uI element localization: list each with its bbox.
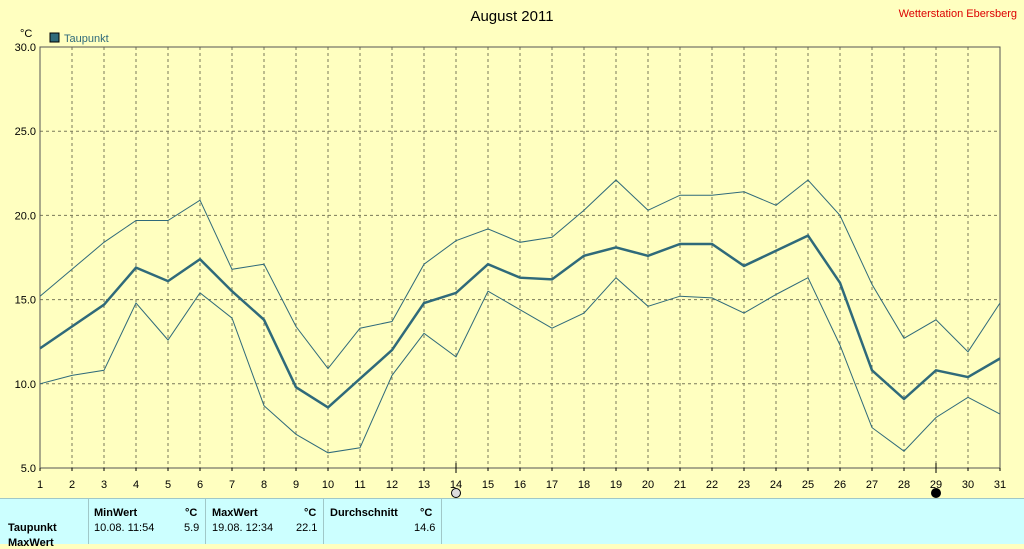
max-unit: °C	[304, 507, 317, 519]
stats-divider	[205, 499, 206, 544]
y-tick-label: 5.0	[21, 463, 36, 475]
max-time: 19.08. 12:34	[212, 522, 274, 534]
max-value: 22.1	[296, 522, 318, 534]
x-tick-label: 5	[165, 479, 171, 491]
x-tick-label: 13	[418, 479, 430, 491]
x-tick-label: 2	[69, 479, 75, 491]
series-line-min	[39, 276, 1001, 454]
x-tick-label: 27	[866, 479, 878, 491]
x-tick-label: 19	[610, 479, 622, 491]
x-tick-label: 20	[642, 479, 654, 491]
new-moon-icon	[931, 488, 941, 498]
chart: August 2011 Wetterstation Ebersberg °C T…	[15, 8, 1017, 498]
x-tick-label: 8	[261, 479, 267, 491]
x-tick-label: 3	[101, 479, 107, 491]
x-tick-label: 1	[37, 479, 43, 491]
min-header: MinWert	[94, 507, 138, 519]
avg-header: Durchschnitt	[330, 507, 398, 519]
x-tick-label: 10	[322, 479, 334, 491]
x-tick-label: 15	[482, 479, 494, 491]
stats-divider	[441, 499, 442, 544]
min-value: 5.9	[184, 522, 200, 534]
stats-row-label: Taupunkt	[8, 522, 57, 534]
legend: Taupunkt	[49, 32, 109, 45]
y-tick-label: 20.0	[15, 210, 36, 222]
avg-value: 14.6	[414, 522, 436, 534]
min-time: 10.08. 11:54	[94, 522, 155, 534]
x-tick-label: 12	[386, 479, 398, 491]
avg-unit: °C	[420, 507, 433, 519]
x-tick-label: 18	[578, 479, 590, 491]
x-tick-label: 17	[546, 479, 558, 491]
series-line-max	[39, 179, 1001, 370]
x-tick-label: 16	[514, 479, 526, 491]
x-tick-label: 11	[354, 479, 365, 491]
x-tick-label: 24	[770, 479, 782, 491]
chart-title: August 2011	[470, 8, 553, 25]
stats-panel: MinWert °C MaxWert °C Durchschnitt °C Ta…	[0, 498, 1024, 549]
x-tick-label: 14	[450, 479, 462, 491]
x-tick-label: 28	[898, 479, 910, 491]
plot-area: 5.010.015.020.025.030.01 2 3 4 5 6 7 8 9 10 11 12 13…	[15, 42, 1006, 498]
station-name: Wetterstation Ebersberg	[899, 8, 1017, 20]
stats-divider	[88, 499, 89, 544]
x-tick-label: 7	[229, 479, 235, 491]
series-line-mean	[39, 234, 1001, 409]
x-tick-label: 25	[802, 479, 814, 491]
x-tick-label: 6	[197, 479, 203, 491]
x-tick-label: 23	[738, 479, 750, 491]
x-tick-label: 30	[962, 479, 974, 491]
stats-row2-label: MaxWert	[8, 537, 54, 549]
y-tick-label: 25.0	[15, 126, 36, 138]
x-tick-label: 26	[834, 479, 846, 491]
y-axis-unit: °C	[20, 28, 32, 40]
x-tick-label: 29	[930, 479, 942, 491]
x-tick-label: 4	[133, 479, 139, 491]
x-tick-label: 31	[994, 479, 1006, 491]
legend-swatch	[49, 32, 60, 43]
x-tick-label: 21	[674, 479, 686, 491]
stats-divider	[323, 499, 324, 544]
max-header: MaxWert	[212, 507, 258, 519]
y-tick-label: 15.0	[15, 295, 36, 307]
x-tick-label: 9	[293, 479, 299, 491]
full-moon-icon	[451, 488, 461, 498]
y-tick-label: 10.0	[15, 379, 36, 391]
x-tick-label: 22	[706, 479, 718, 491]
min-unit: °C	[185, 507, 198, 519]
y-tick-label: 30.0	[15, 42, 36, 54]
legend-label: Taupunkt	[64, 33, 109, 45]
